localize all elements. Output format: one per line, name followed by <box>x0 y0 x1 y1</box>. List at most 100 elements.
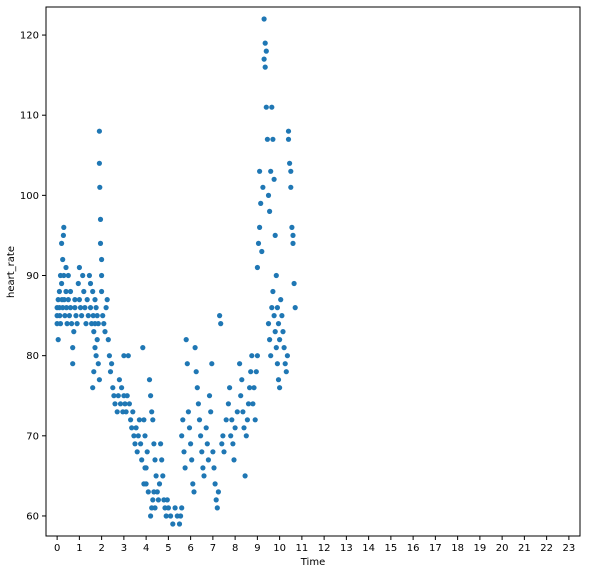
data-point <box>92 297 97 302</box>
x-tick-label: 1 <box>76 543 82 554</box>
y-tick-label: 90 <box>26 271 39 282</box>
data-point <box>152 505 157 510</box>
data-point <box>108 369 113 374</box>
data-point <box>227 385 232 390</box>
data-point <box>206 457 211 462</box>
y-tick-label: 70 <box>26 431 39 442</box>
data-point <box>241 425 246 430</box>
data-point <box>148 513 153 518</box>
data-point <box>257 169 262 174</box>
data-point <box>82 305 87 310</box>
data-point <box>180 417 185 422</box>
data-point <box>91 329 96 334</box>
data-point <box>276 377 281 382</box>
data-point <box>288 169 293 174</box>
data-point <box>198 433 203 438</box>
data-point <box>230 441 235 446</box>
data-point <box>67 313 72 318</box>
data-point <box>63 289 68 294</box>
data-point <box>255 353 260 358</box>
data-point <box>268 169 273 174</box>
data-point <box>141 481 146 486</box>
data-point <box>102 329 107 334</box>
data-point <box>276 321 281 326</box>
data-point <box>264 105 269 110</box>
data-point <box>215 505 220 510</box>
x-tick-label: 6 <box>187 543 193 554</box>
data-point <box>165 497 170 502</box>
data-point <box>58 321 63 326</box>
data-point <box>274 273 279 278</box>
data-point <box>61 233 66 238</box>
x-tick-label: 7 <box>210 543 216 554</box>
x-tick-label: 16 <box>407 543 420 554</box>
data-point <box>66 297 71 302</box>
data-point <box>220 433 225 438</box>
x-tick-label: 18 <box>451 543 464 554</box>
data-point <box>183 465 188 470</box>
data-point <box>97 129 102 134</box>
data-point <box>269 105 274 110</box>
data-point <box>71 329 76 334</box>
x-tick-label: 8 <box>232 543 238 554</box>
data-point <box>72 297 77 302</box>
data-point <box>66 273 71 278</box>
data-point <box>73 313 78 318</box>
data-point <box>253 417 258 422</box>
data-point <box>208 409 213 414</box>
data-point <box>88 281 93 286</box>
data-point <box>150 417 155 422</box>
data-point <box>195 385 200 390</box>
x-tick-label: 4 <box>143 543 149 554</box>
data-point <box>97 185 102 190</box>
data-point <box>259 249 264 254</box>
data-point <box>132 441 137 446</box>
data-point <box>166 505 171 510</box>
data-point <box>94 353 99 358</box>
data-point <box>60 257 65 262</box>
data-point <box>142 433 147 438</box>
data-point <box>194 369 199 374</box>
data-point <box>157 481 162 486</box>
data-point <box>257 225 262 230</box>
x-tick-label: 15 <box>385 543 398 554</box>
data-point <box>70 361 75 366</box>
data-point <box>128 417 133 422</box>
x-tick-label: 12 <box>318 543 331 554</box>
data-point <box>286 137 291 142</box>
y-axis-label: heart_rate <box>6 246 17 298</box>
data-point <box>229 417 234 422</box>
data-point <box>107 353 112 358</box>
x-tick-label: 3 <box>121 543 127 554</box>
data-point <box>284 369 289 374</box>
x-tick-label: 22 <box>540 543 553 554</box>
data-point <box>292 281 297 286</box>
x-tick-label: 5 <box>165 543 171 554</box>
data-point <box>117 377 122 382</box>
data-point <box>262 16 267 21</box>
data-point <box>79 313 84 318</box>
data-point <box>260 185 265 190</box>
data-point <box>61 225 66 230</box>
data-point <box>290 241 295 246</box>
data-point <box>173 505 178 510</box>
data-point <box>62 313 67 318</box>
data-point <box>119 385 124 390</box>
data-point <box>57 289 62 294</box>
data-point <box>146 489 151 494</box>
data-point <box>90 289 95 294</box>
data-point <box>273 233 278 238</box>
data-point <box>249 353 254 358</box>
data-point <box>210 449 215 454</box>
data-point <box>277 337 282 342</box>
data-point <box>99 273 104 278</box>
data-point <box>59 281 64 286</box>
data-point <box>184 337 189 342</box>
data-point <box>214 497 219 502</box>
data-point <box>221 449 226 454</box>
data-point <box>145 449 150 454</box>
data-point <box>185 361 190 366</box>
data-point <box>99 257 104 262</box>
y-tick-label: 100 <box>20 191 39 202</box>
data-point <box>56 337 61 342</box>
